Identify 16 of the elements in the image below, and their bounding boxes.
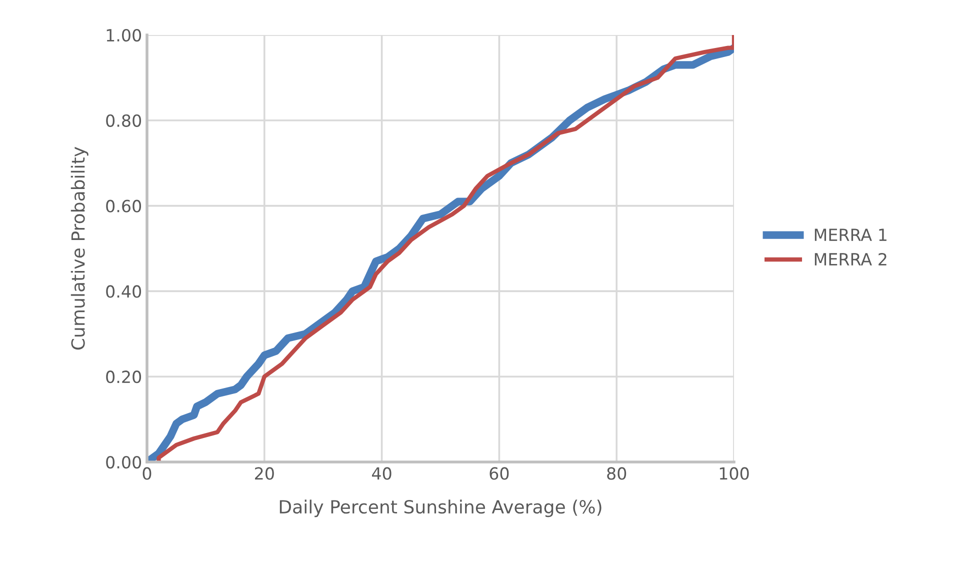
legend-label: MERRA 1 <box>814 228 886 241</box>
y-tick-label: 0.60 <box>106 200 142 212</box>
y-tick-label: 0.20 <box>106 370 142 384</box>
x-tick-label: 0 <box>142 467 152 480</box>
x-tick-label: 20 <box>255 467 274 480</box>
y-tick-label: 1.00 <box>106 28 142 42</box>
x-tick-label: 80 <box>607 467 626 480</box>
y-tick-label: 0.40 <box>106 285 142 298</box>
x-axis-title: Daily Percent Sunshine Average (%) <box>280 500 602 518</box>
y-tick-label: 0.80 <box>106 114 142 127</box>
y-tick-label: 0.00 <box>106 456 142 469</box>
x-tick-label: 60 <box>490 467 509 480</box>
legend-label: MERRA 2 <box>814 252 886 266</box>
x-tick-label: 100 <box>720 467 749 480</box>
x-tick-label: 40 <box>372 467 392 480</box>
y-axis-title: Cumulative Probability <box>70 146 88 350</box>
